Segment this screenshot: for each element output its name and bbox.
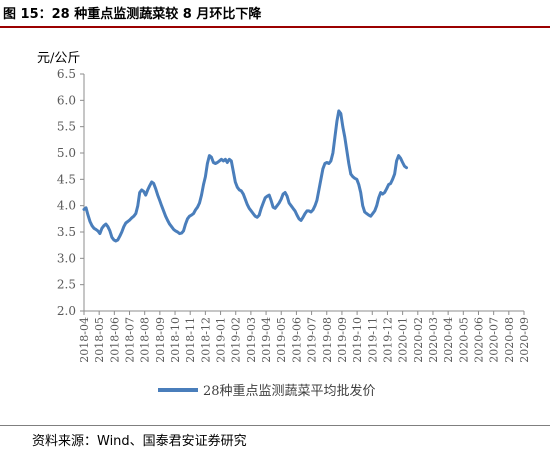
- x-tick-label: 2019-01: [215, 317, 228, 363]
- y-tick-label: 3.5: [57, 225, 76, 239]
- x-tick-label: 2019-12: [381, 317, 394, 363]
- x-tick-label: 2019-07: [306, 317, 319, 363]
- x-tick-label: 2020-07: [488, 317, 501, 363]
- y-tick-label: 4.5: [57, 172, 76, 186]
- x-tick-label: 2019-08: [321, 317, 334, 363]
- legend-label: 28种重点监测蔬菜平均批发价: [203, 383, 376, 399]
- x-tick-label: 2020-04: [442, 317, 455, 363]
- header-rule: [0, 26, 550, 28]
- y-tick-label: 5.0: [57, 146, 76, 160]
- x-tick-label: 2018-09: [154, 317, 167, 363]
- x-tick-label: 2020-02: [412, 317, 425, 363]
- x-tick-label: 2018-06: [108, 317, 121, 363]
- x-tick-label: 2019-03: [245, 317, 258, 363]
- x-tick-label: 2019-05: [275, 317, 288, 363]
- x-tick-label: 2020-01: [397, 317, 410, 363]
- y-tick-label: 2.0: [57, 304, 76, 318]
- y-tick-label: 3.0: [57, 251, 76, 265]
- x-tick-label: 2019-02: [230, 317, 243, 363]
- x-tick-label: 2018-08: [139, 317, 152, 363]
- x-tick-label: 2020-09: [518, 317, 531, 363]
- y-tick-label: 4.0: [57, 199, 76, 213]
- x-tick-label: 2018-12: [199, 317, 212, 363]
- y-axis-label: 元/公斤: [37, 51, 80, 66]
- y-tick-label: 5.5: [57, 120, 76, 134]
- y-tick-label: 2.5: [57, 278, 76, 292]
- x-tick-label: 2018-05: [93, 317, 106, 363]
- x-tick-label: 2019-10: [351, 317, 364, 363]
- x-tick-label: 2020-08: [503, 317, 516, 363]
- x-tick-label: 2018-10: [169, 317, 182, 363]
- y-tick-label: 6.5: [57, 67, 76, 81]
- line-chart: 元/公斤 2.0 2.5 3.0 3.5 4.0 4.5 5.0 5.5 6.0 6.5 2018-0…: [37, 51, 531, 399]
- x-tick-label: 2020-03: [427, 317, 440, 363]
- figure-header: 图 15：28 种重点监测蔬菜较 8 月环比下降: [0, 0, 550, 28]
- x-tick-label: 2019-11: [366, 317, 379, 363]
- footer-rule: [0, 425, 550, 426]
- x-tick-label: 2019-04: [260, 317, 273, 363]
- y-tick-label: 6.0: [57, 93, 76, 107]
- x-tick-label: 2019-09: [336, 317, 349, 363]
- x-tick-label: 2018-04: [78, 317, 91, 363]
- x-tick-label: 2018-07: [124, 317, 137, 363]
- figure-source: 资料来源：Wind、国泰君安证券研究: [32, 434, 247, 449]
- x-tick-label: 2019-06: [290, 317, 303, 363]
- x-tick-label: 2020-05: [457, 317, 470, 363]
- series-line: [82, 109, 408, 243]
- x-tick-label: 2020-06: [472, 317, 485, 363]
- figure-title: 图 15：28 种重点监测蔬菜较 8 月环比下降: [3, 7, 262, 22]
- x-tick-label: 2018-11: [184, 317, 197, 363]
